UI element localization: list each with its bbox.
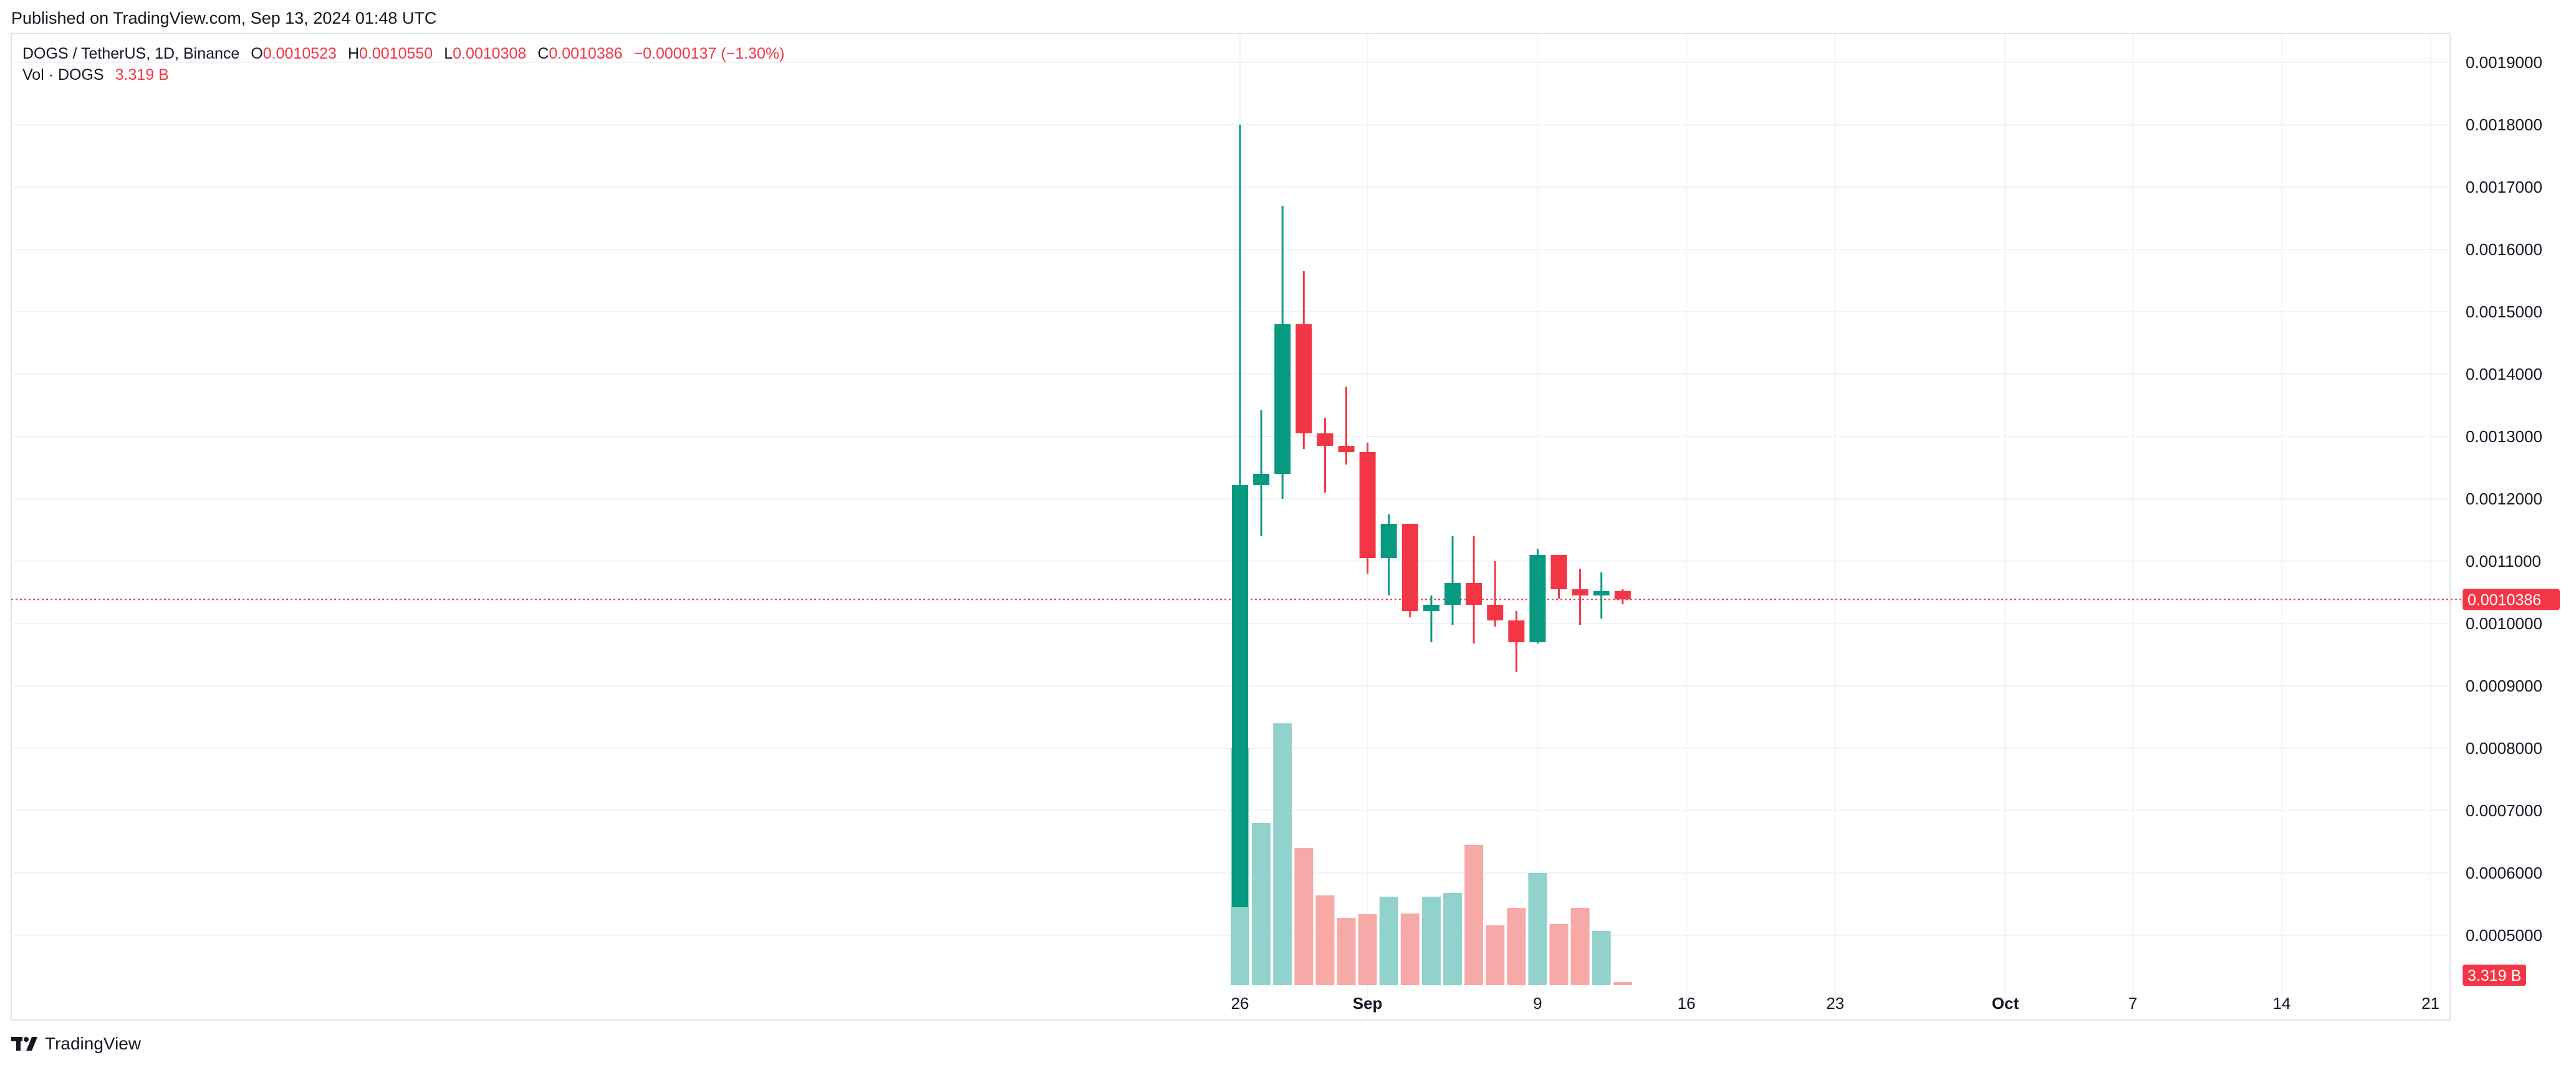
legend-close-label: C xyxy=(537,45,549,62)
volume-bar xyxy=(1549,924,1569,985)
legend-volume-row: Vol · DOGS 3.319 B xyxy=(22,66,169,84)
candle-body xyxy=(1487,605,1504,620)
legend-high-value: 0.0010550 xyxy=(359,45,433,62)
date-tick-label: 14 xyxy=(2272,994,2290,1013)
candle-body xyxy=(1444,583,1461,605)
date-tick-label: 7 xyxy=(2128,994,2137,1013)
candle-body xyxy=(1401,524,1418,611)
volume-bar xyxy=(1443,893,1462,985)
date-tick-label: 21 xyxy=(2421,994,2439,1013)
candle-body xyxy=(1423,605,1439,611)
volume-bar xyxy=(1592,931,1611,985)
price-tick-label: 0.0016000 xyxy=(2466,240,2542,259)
legend-ohlc-row: DOGS / TetherUS, 1D, Binance O0.0010523 H0… xyxy=(22,45,784,63)
tradingview-logo-icon xyxy=(11,1037,37,1051)
volume-bar xyxy=(1315,895,1335,985)
legend-close-value: 0.0010386 xyxy=(549,45,623,62)
candle-body xyxy=(1274,324,1291,474)
candle-body xyxy=(1508,620,1525,642)
price-tick-label: 0.0013000 xyxy=(2466,427,2542,446)
candle-body xyxy=(1614,590,1631,600)
candle-body xyxy=(1572,589,1588,595)
volume-bar xyxy=(1273,723,1292,985)
candle-body xyxy=(1295,324,1312,433)
legend-open-label: O xyxy=(251,45,263,62)
volume-bar xyxy=(1528,873,1547,985)
volume-bar xyxy=(1613,982,1632,985)
volume-bar xyxy=(1294,848,1314,985)
price-tick-label: 0.0012000 xyxy=(2466,489,2542,508)
candle-body xyxy=(1317,433,1334,446)
last-price-label: 0.0010386 xyxy=(2468,591,2541,609)
price-tick-label: 0.0019000 xyxy=(2466,53,2542,72)
candle-layer xyxy=(1232,125,1631,907)
top-bar: Published on TradingView.com, Sep 13, 20… xyxy=(0,0,2576,34)
candle-body xyxy=(1380,524,1397,558)
candle-body xyxy=(1359,452,1376,558)
price-tick-label: 0.0010000 xyxy=(2466,614,2542,633)
date-tick-label: 23 xyxy=(1826,994,1844,1013)
price-tick-label: 0.0008000 xyxy=(2466,739,2542,758)
legend-low-label: L xyxy=(444,45,453,62)
candle-body xyxy=(1253,474,1270,485)
volume-bar xyxy=(1464,845,1484,985)
volume-bar xyxy=(1379,897,1398,985)
volume-layer xyxy=(1231,723,1632,985)
footer-brand-name: TradingView xyxy=(45,1034,142,1053)
axis-layer: 0.0005000 0.0006000 0.0007000 0.0008000 0.00… xyxy=(1231,53,2560,1013)
published-caption: Published on TradingView.com, Sep 13, 20… xyxy=(11,9,437,27)
date-tick-label: 16 xyxy=(1678,994,1696,1013)
legend-open-value: 0.0010523 xyxy=(262,45,337,62)
price-tick-label: 0.0014000 xyxy=(2466,365,2542,383)
volume-bar xyxy=(1421,897,1441,985)
price-tick-label: 0.0009000 xyxy=(2466,677,2542,695)
legend-symbol[interactable]: DOGS / TetherUS, 1D, Binance xyxy=(22,45,240,62)
date-tick-label: 26 xyxy=(1231,994,1249,1013)
last-volume-badge xyxy=(2463,965,2526,986)
date-tick-label: Sep xyxy=(1353,994,1383,1013)
price-tick-label: 0.0007000 xyxy=(2466,801,2542,820)
footer-brand[interactable]: TradingView xyxy=(11,1033,141,1055)
candle-body xyxy=(1593,591,1610,595)
candle-body xyxy=(1466,583,1483,605)
legend-volume-label[interactable]: Vol · DOGS xyxy=(22,66,104,84)
price-tick-label: 0.0011000 xyxy=(2466,552,2541,571)
price-tick-label: 0.0006000 xyxy=(2466,864,2542,882)
volume-bar xyxy=(1486,925,1505,985)
volume-bar xyxy=(1507,908,1526,985)
volume-bar xyxy=(1400,913,1420,985)
price-tick-label: 0.0017000 xyxy=(2466,178,2542,196)
volume-bar xyxy=(1358,914,1377,985)
volume-bar xyxy=(1337,918,1356,985)
legend-low-value: 0.0010308 xyxy=(453,45,527,62)
last-volume-label: 3.319 B xyxy=(2468,967,2521,985)
candle-body xyxy=(1529,555,1546,642)
legend-volume-value: 3.319 B xyxy=(115,66,169,84)
price-tick-label: 0.0015000 xyxy=(2466,302,2542,321)
legend-high-label: H xyxy=(347,45,360,62)
price-tick-label: 0.0005000 xyxy=(2466,926,2542,945)
last-price-badge xyxy=(2463,589,2560,610)
volume-bar xyxy=(1252,823,1271,985)
candle-body xyxy=(1232,485,1248,907)
candle-body xyxy=(1550,555,1567,589)
date-tick-label: 9 xyxy=(1533,994,1542,1013)
legend-change: −0.0000137 (−1.30%) xyxy=(633,45,785,62)
volume-bar xyxy=(1570,908,1590,985)
price-tick-label: 0.0018000 xyxy=(2466,115,2542,134)
date-tick-label: Oct xyxy=(1992,994,2019,1013)
candle-body xyxy=(1338,446,1355,452)
